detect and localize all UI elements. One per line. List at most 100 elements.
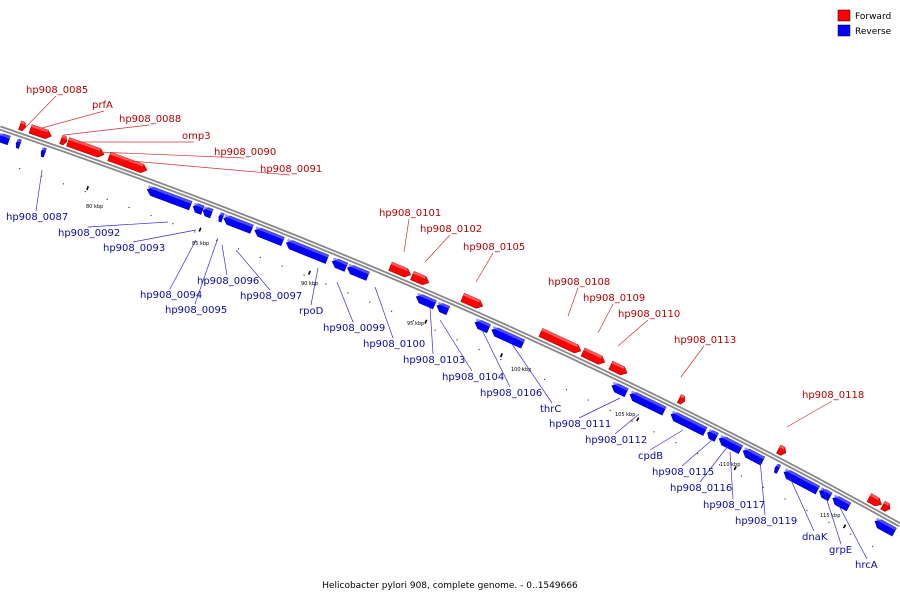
legend-reverse-label: Reverse (855, 27, 892, 37)
forward-leader-line (617, 319, 649, 347)
forward-gene-arrow[interactable] (580, 347, 607, 366)
forward-gene-arrow[interactable] (28, 124, 53, 141)
reverse-gene-label[interactable]: hp908_0104 (442, 372, 504, 383)
forward-leader-line (119, 159, 291, 176)
reverse-gene-arrow[interactable] (15, 138, 22, 149)
forward-gene-label[interactable]: hp908_0110 (618, 309, 680, 320)
reverse-gene-arrow[interactable] (490, 325, 526, 349)
reverse-gene-arrow[interactable] (831, 494, 852, 512)
reverse-gene-label[interactable]: hp908_0111 (549, 419, 611, 430)
reverse-gene-arrow[interactable] (217, 212, 225, 223)
reverse-gene-arrow[interactable] (782, 468, 821, 495)
forward-gene-arrow[interactable] (608, 360, 629, 377)
reverse-gene-label[interactable]: hp908_0087 (6, 212, 68, 223)
reverse-leader-line (194, 237, 219, 305)
reverse-gene-arrow[interactable] (705, 428, 719, 442)
reverse-gene-arrow[interactable] (201, 206, 214, 219)
reverse-gene-arrow[interactable] (873, 517, 897, 537)
forward-gene-label[interactable]: hp908_0101 (379, 208, 441, 219)
tick-dot (259, 256, 261, 259)
reverse-gene-label[interactable]: hp908_0112 (585, 435, 647, 446)
reverse-gene-arrow[interactable] (435, 301, 451, 316)
reverse-gene-label[interactable]: rpoD (299, 306, 324, 317)
reverse-gene-arrow[interactable] (40, 147, 47, 158)
reverse-gene-label[interactable]: hp908_0117 (703, 500, 765, 511)
reverse-gene-label[interactable]: hp908_0096 (197, 276, 259, 287)
major-tick (307, 270, 311, 275)
major-tick (733, 466, 737, 471)
forward-gene-arrow[interactable] (880, 500, 892, 513)
reverse-gene-label[interactable]: hp908_0094 (140, 290, 202, 301)
forward-gene-label[interactable]: hp908_0085 (26, 85, 88, 96)
reverse-gene-arrow[interactable] (146, 185, 193, 211)
forward-gene-label[interactable]: prfA (92, 100, 113, 111)
reverse-gene-label[interactable]: hp908_0115 (652, 467, 714, 478)
reverse-gene-arrow[interactable] (628, 390, 667, 416)
reverse-gene-arrow[interactable] (610, 381, 629, 398)
reverse-leader-line (835, 499, 868, 560)
reverse-gene-label[interactable]: hp908_0093 (103, 243, 165, 254)
reverse-gene-arrow[interactable] (285, 238, 330, 264)
reverse-gene-label[interactable]: hp908_0100 (363, 339, 425, 350)
reverse-gene-arrow[interactable] (773, 463, 782, 474)
tick-dot (194, 231, 196, 233)
forward-gene-label[interactable]: hp908_0108 (548, 277, 610, 288)
forward-gene-arrow[interactable] (538, 327, 583, 355)
forward-gene-label[interactable]: hp908_0105 (463, 242, 525, 253)
forward-gene-label[interactable]: hp908_0118 (802, 390, 864, 401)
reverse-gene-label[interactable]: hp908_0116 (670, 483, 732, 494)
forward-gene-arrow[interactable] (107, 151, 149, 174)
backbone-inner (0, 127, 900, 526)
forward-leader-line (41, 110, 105, 129)
reverse-gene-label[interactable]: hp908_0099 (323, 323, 385, 334)
reverse-gene-label[interactable]: thrC (540, 404, 561, 415)
forward-gene-arrow[interactable] (460, 292, 485, 310)
reverse-gene-label[interactable]: cpdB (638, 451, 663, 462)
reverse-gene-label[interactable]: hrcA (855, 560, 878, 571)
kbp-label: 95 kbp (407, 321, 424, 327)
reverse-gene-arrow[interactable] (473, 318, 491, 334)
reverse-gene-label[interactable]: dnaK (802, 532, 828, 543)
reverse-gene-arrow[interactable] (741, 446, 766, 466)
forward-gene-arrow[interactable] (410, 271, 431, 286)
forward-gene-label[interactable]: hp908_0090 (214, 147, 276, 158)
forward-gene-arrow[interactable] (388, 261, 413, 279)
reverse-gene-label[interactable]: hp908_0106 (480, 388, 542, 399)
reverse-gene-arrow[interactable] (222, 214, 254, 234)
reverse-leader-line (235, 249, 271, 291)
reverse-gene-label[interactable]: hp908_0097 (240, 291, 302, 302)
reverse-gene-arrow[interactable] (717, 434, 744, 455)
reverse-gene-arrow[interactable] (0, 132, 11, 146)
forward-gene-label[interactable]: hp908_0088 (119, 114, 181, 125)
forward-gene-label[interactable]: hp908_0091 (260, 164, 322, 175)
forward-gene-label[interactable]: hp908_0109 (583, 293, 645, 304)
reverse-gene-label[interactable]: hp908_0095 (165, 305, 227, 316)
reverse-gene-label[interactable]: hp908_0119 (735, 516, 797, 527)
forward-gene-arrow[interactable] (866, 493, 884, 509)
forward-gene-label[interactable]: omp3 (182, 131, 211, 142)
reverse-gene-arrow[interactable] (346, 263, 370, 281)
forward-gene-arrow[interactable] (776, 444, 788, 457)
reverse-gene-arrow[interactable] (330, 257, 349, 272)
reverse-gene-arrow[interactable] (669, 410, 708, 436)
reverse-leader-line (221, 244, 228, 276)
forward-gene-label[interactable]: hp908_0102 (420, 224, 482, 235)
reverse-gene-arrow[interactable] (414, 292, 437, 310)
forward-gene-arrow[interactable] (676, 394, 686, 406)
reverse-gene-label[interactable]: grpE (829, 545, 852, 556)
reverse-gene-label[interactable]: hp908_0103 (403, 355, 465, 366)
reverse-leader-line (759, 459, 766, 516)
reverse-gene-arrow[interactable] (192, 202, 205, 215)
reverse-gene-label[interactable]: hp908_0092 (58, 228, 120, 239)
forward-gene-arrow[interactable] (66, 137, 106, 159)
tick-dot (281, 265, 283, 267)
forward-leader-line (597, 303, 614, 334)
forward-gene-label[interactable]: hp908_0113 (674, 335, 736, 346)
forward-gene-arrow[interactable] (59, 134, 69, 146)
reverse-leader-line (87, 221, 169, 228)
reverse-leader-line (310, 267, 319, 306)
kbp-label: 115 kbp (820, 513, 840, 519)
genome-caption: Helicobacter pylori 908, complete genome… (322, 581, 578, 591)
tick-dot (631, 420, 633, 422)
reverse-gene-arrow[interactable] (253, 226, 285, 247)
